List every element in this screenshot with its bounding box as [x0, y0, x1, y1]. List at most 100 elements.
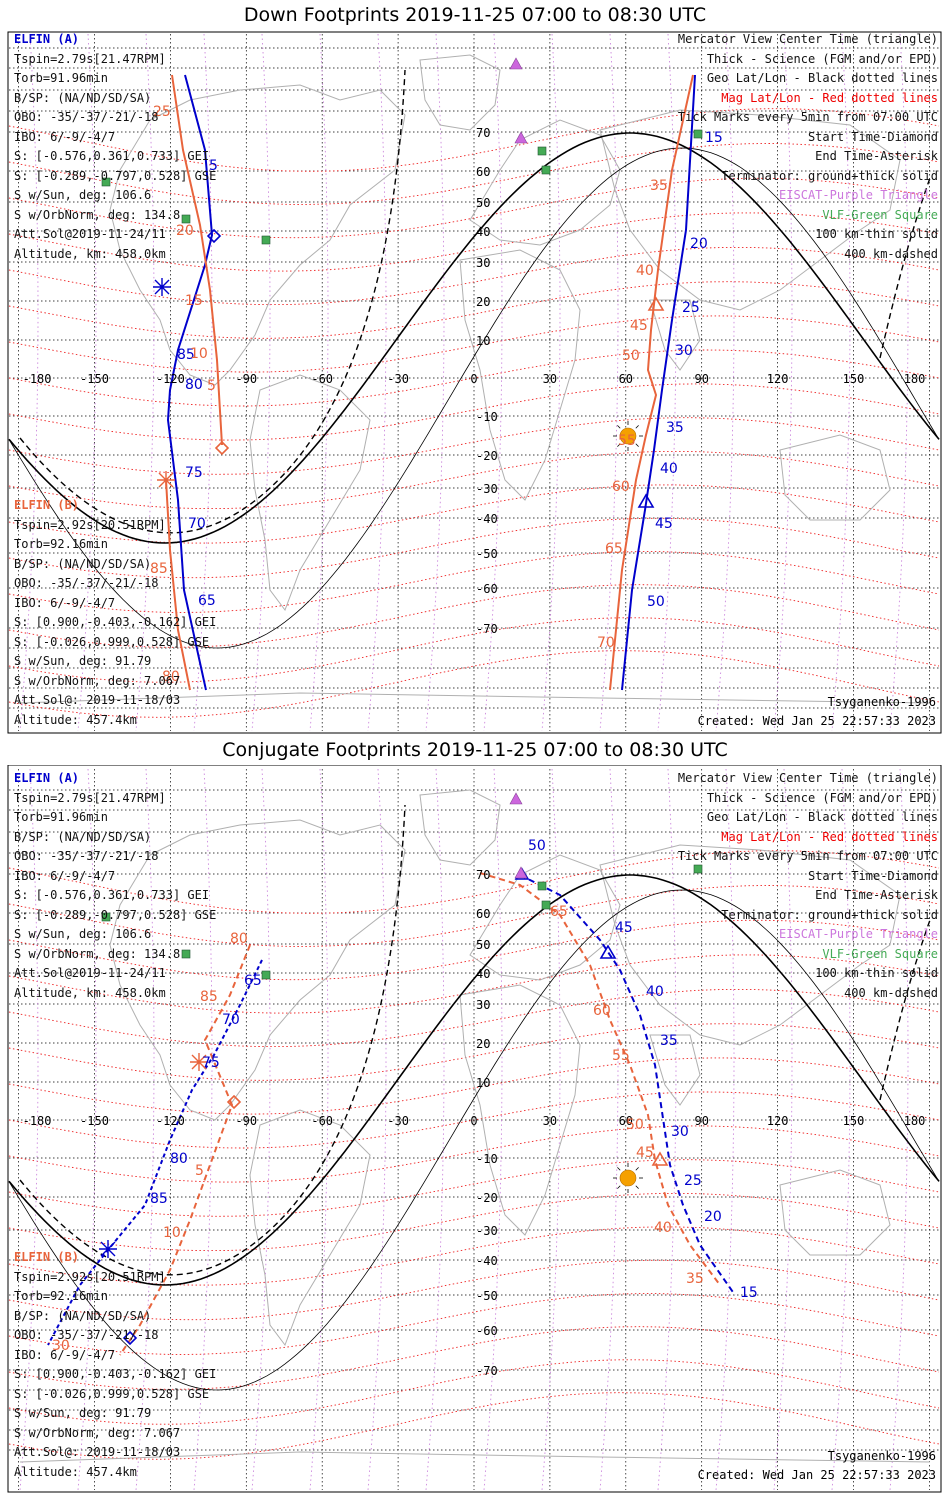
elfin-b-time-label: 5	[195, 1163, 204, 1179]
start-diamond	[122, 1330, 138, 1346]
elfin-b-time-label: 50	[626, 1117, 644, 1133]
geo-grid	[9, 34, 940, 731]
coastline	[469, 119, 621, 246]
elfin-a-info-line: OBO: -35/-37/-21/-18	[14, 110, 159, 124]
elfin-a-time-label: 70	[188, 516, 206, 532]
mag-lon-line	[19, 768, 39, 1491]
mag-lat-line	[8, 1057, 940, 1115]
lon-tick-label: 60	[619, 372, 633, 386]
lat-tick-label: 40	[476, 225, 490, 239]
elfin-b-time-label: 70	[597, 635, 615, 651]
elfin-b-info-line: Altitude: 457.4km	[14, 712, 137, 727]
legend-entry: 400 km-dashed	[844, 985, 938, 1000]
lon-tick-label: 0	[470, 1114, 477, 1128]
terminator-100km-line	[8, 889, 940, 1391]
vlf-square	[693, 864, 703, 874]
elfin-b-info-line: S: [0.900,-0.403,-0.162] GEI	[14, 615, 217, 629]
end-asterisk	[157, 471, 175, 489]
elfin-b-time-label: 50	[622, 348, 640, 364]
vlf-square	[261, 235, 271, 245]
lon-tick-label: -150	[80, 1114, 109, 1128]
created-stamp: Created: Wed Jan 25 22:57:33 2023	[697, 1468, 936, 1482]
center-triangle	[651, 1151, 669, 1166]
legend-entry: 100 km-thin solid	[815, 227, 938, 241]
center-triangle	[599, 944, 617, 959]
vlf-square	[693, 129, 703, 139]
conjugate-footprints-map: -180 -150 -120 -90 -60 -30 0 30 60 90 120 150 180 70 6…	[7, 765, 942, 1493]
elfin-b-time-label: 85	[150, 561, 168, 577]
lat-tick-label: -30	[476, 482, 498, 496]
elfin-a-time-label: 75	[202, 1055, 220, 1071]
lat-tick-label: -60	[476, 582, 498, 596]
mag-lat-line	[8, 108, 940, 172]
elfin-a-info-line: IBO: 6/-9/-4/7	[14, 129, 116, 144]
legend-entry: Thick - Science (FGM and/or EPD)	[706, 790, 938, 805]
lat-tick-label: 20	[476, 295, 490, 309]
legend-entry: Tick Marks every 5min from 07:00 UTC	[677, 849, 938, 863]
elfin-a-info-line: Att.Sol@2019-11-24/11	[14, 227, 166, 241]
legend-entry: 400 km-dashed	[844, 246, 938, 261]
lon-tick-label: -180	[23, 1114, 52, 1128]
legend-entry: 100 km-thin solid	[815, 966, 938, 980]
mag-lon-line	[831, 768, 851, 1491]
mag-lat-line	[8, 617, 940, 683]
start-diamond	[214, 440, 230, 456]
elfin-b-name: ELFIN (B)	[14, 498, 80, 512]
elfin-a-track	[166, 74, 214, 691]
elfin-b-info-conjugate: ELFIN (B) Tspin=2.92s[20.51RPM] Torb=92.1…	[14, 1248, 216, 1482]
sun-icon	[619, 1169, 637, 1187]
mag-lat-line	[8, 417, 940, 475]
coastlines	[19, 54, 931, 704]
elfin-b-time-label: 80	[230, 931, 248, 947]
lat-tick-label: 30	[476, 256, 490, 270]
elfin-b-time-label: 35	[650, 178, 668, 194]
mag-lon-line	[77, 768, 97, 1491]
sun-ray	[617, 443, 621, 447]
lon-tick-label: 60	[619, 1114, 633, 1128]
elfin-a-info-line: Tspin=2.79s[21.47RPM]	[14, 51, 166, 66]
legend-entry: Mercator View Center Time (triangle)	[677, 32, 938, 46]
elfin-b-info-line: B/SP: (NA/ND/SD/SA)	[14, 556, 152, 571]
terminator	[8, 69, 940, 649]
elfin-a-info-line: S: [-0.289,-0.797,0.528] GSE	[14, 907, 217, 922]
lat-tick-label: -70	[476, 1364, 498, 1378]
elfin-a-time-label: 40	[646, 984, 664, 1000]
lat-tick-label: 20	[476, 1037, 490, 1051]
elfin-a-info-line: S w/OrbNorm, deg: 134.8	[14, 946, 181, 961]
elfin-b-time-label: 55	[618, 433, 636, 449]
mag-lon-line	[367, 768, 387, 1491]
elfin-b-time-label: 55	[612, 1048, 630, 1064]
sun-ray	[635, 1185, 639, 1189]
vlf-square	[537, 146, 547, 156]
elfin-b-time-label: 60	[612, 479, 630, 495]
elfin-b-info-line: S w/Sun, deg: 91.79	[14, 654, 152, 668]
coastline	[19, 692, 931, 704]
vlf-square	[181, 214, 191, 224]
terminator-400km-line	[879, 177, 931, 359]
legend-entry: End Time-Asterisk	[815, 888, 938, 902]
sun-ray	[617, 1167, 621, 1171]
station-markers	[101, 792, 703, 1193]
lon-tick-label: -60	[311, 1114, 333, 1128]
elfin-b-info-line: S: [-0.026,0.999,0.528] GSE	[14, 1386, 210, 1401]
lon-tick-label: 150	[843, 372, 865, 386]
elfin-a-info-line: Tspin=2.79s[21.47RPM]	[14, 790, 166, 805]
elfin-a-time-label: 25	[684, 1173, 702, 1189]
model-name: Tsyganenko-1996	[827, 695, 936, 709]
axis-tick-labels: -180 -150 -120 -90 -60 -30 0 30 60 90 120 150 180 70 6…	[23, 868, 926, 1378]
elfin-b-track	[171, 74, 223, 446]
legend-entry: VLF-Green Square	[822, 946, 938, 961]
coastline	[19, 1451, 931, 1463]
legend-entry: Tick Marks every 5min from 07:00 UTC	[677, 110, 938, 124]
legend-entry: Terminator: ground+thick solid	[721, 168, 938, 183]
lat-tick-label: -10	[476, 1152, 498, 1166]
lat-tick-label: 70	[476, 868, 490, 882]
lon-tick-label: -150	[80, 372, 109, 386]
station-markers	[101, 57, 703, 451]
mag-lat-line	[8, 315, 940, 373]
coastline	[469, 854, 621, 981]
elfin-a-info-line: S w/Sun, deg: 106.6	[14, 188, 152, 202]
lat-tick-label: -50	[476, 547, 498, 561]
elfin-b-time-label: 35	[686, 1271, 704, 1287]
coastline	[649, 299, 701, 371]
